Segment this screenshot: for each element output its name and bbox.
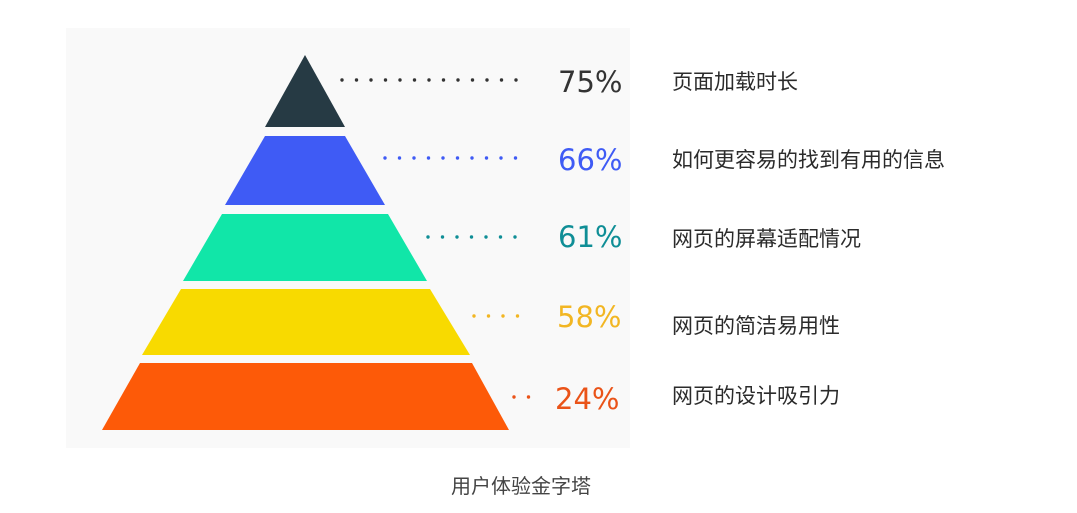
pyramid-level-3 <box>183 214 427 281</box>
level-label-4: 网页的简洁易用性 <box>672 314 840 338</box>
percent-value-5: 24% <box>555 382 619 416</box>
level-label-1: 页面加载时长 <box>672 70 798 94</box>
diagram-caption: 用户体验金字塔 <box>451 474 591 498</box>
percent-value-2: 66% <box>558 143 622 177</box>
pyramid-level-4 <box>142 289 470 355</box>
percent-value-4: 58% <box>557 300 621 334</box>
level-label-3: 网页的屏幕适配情况 <box>672 227 861 251</box>
percent-value-1: 75% <box>558 65 622 99</box>
pyramid-level-5 <box>102 363 509 430</box>
pyramid-level-2 <box>225 136 385 205</box>
pyramid-level-1 <box>265 55 345 127</box>
percent-value-3: 61% <box>558 220 622 254</box>
level-label-5: 网页的设计吸引力 <box>672 384 840 408</box>
level-label-2: 如何更容易的找到有用的信息 <box>672 148 945 172</box>
